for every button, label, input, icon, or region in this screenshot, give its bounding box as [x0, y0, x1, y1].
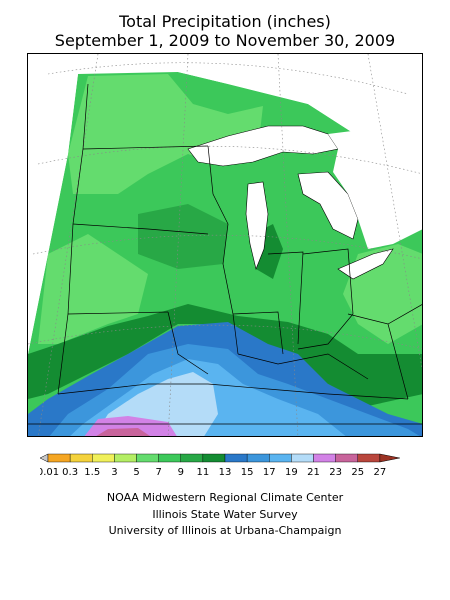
legend-swatch: [180, 453, 204, 463]
lake-superior: [187, 125, 339, 167]
legend-swatch: [92, 453, 115, 463]
legend-tick-label: 0.01: [40, 467, 59, 478]
lake-huron: [297, 171, 359, 240]
legend-swatch: [114, 453, 137, 463]
legend-swatch: [357, 453, 381, 463]
legend-tick-label: 9: [178, 467, 184, 478]
legend-tick-label: 11: [197, 467, 210, 478]
legend-swatch: [313, 453, 336, 463]
legend-swatch: [39, 453, 49, 463]
map-title: Total Precipitation (inches): [119, 12, 331, 31]
legend-tick-label: 17: [263, 467, 276, 478]
legend-tick-label: 1.5: [84, 467, 100, 478]
legend-swatch: [158, 453, 181, 463]
map-canvas: [28, 54, 422, 436]
legend-swatch: [47, 453, 71, 463]
legend-swatch: [136, 453, 159, 463]
legend-swatch: [335, 453, 358, 463]
precipitation-legend: 0.01 0.3 1.5 3 5 7 9 11 13 15 17 19 21 23 25 27: [37, 452, 410, 482]
legend-swatch: [202, 453, 226, 463]
legend-tick-label: 23: [329, 467, 342, 478]
credit-noaa: NOAA Midwestern Regional Climate Center: [106, 491, 344, 504]
legend-swatch: [224, 453, 248, 463]
legend-swatch: [69, 453, 93, 463]
legend-tick-label: 27: [374, 467, 387, 478]
legend-tick-label: 0.3: [62, 467, 78, 478]
legend-swatch: [291, 453, 314, 463]
map-field-23-25: [96, 428, 150, 436]
map-field-7-9: [68, 74, 263, 194]
legend-swatch: [246, 453, 270, 463]
precipitation-map: [27, 53, 423, 437]
map-date-range: September 1, 2009 to November 30, 2009: [54, 31, 396, 50]
legend-tick-label: 7: [155, 467, 161, 478]
legend-swatch: [269, 453, 292, 463]
legend-tick-label: 19: [285, 467, 298, 478]
legend-tick-label: 15: [241, 467, 254, 478]
legend-tick-label: 13: [219, 467, 232, 478]
credit-uiuc: University of Illinois at Urbana-Champai…: [108, 524, 342, 537]
map-field-11-13-ia: [138, 204, 228, 269]
legend-tick-label: 5: [133, 467, 139, 478]
map-field-7-9-west: [38, 234, 148, 344]
legend-colorbar: 0.01 0.3 1.5 3 5 7 9 11 13 15 17 19 21 23 25 27: [37, 453, 400, 478]
legend-tick-label: 21: [307, 467, 320, 478]
state-boundaries: [28, 83, 422, 425]
legend-tick-label: 25: [351, 467, 364, 478]
graticule: [28, 54, 422, 436]
legend-swatch: [379, 453, 400, 463]
lake-michigan: [245, 181, 269, 270]
credit-isws: Illinois State Water Survey: [152, 508, 298, 521]
legend-tick-label: 3: [111, 467, 117, 478]
